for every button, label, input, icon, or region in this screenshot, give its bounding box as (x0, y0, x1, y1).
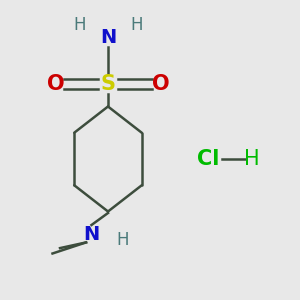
Text: N: N (83, 224, 100, 244)
Text: O: O (152, 74, 169, 94)
Text: N: N (100, 28, 116, 47)
Text: Cl: Cl (197, 149, 220, 169)
Text: H: H (244, 149, 260, 169)
Text: S: S (100, 74, 116, 94)
Text: H: H (117, 231, 129, 249)
Text: H: H (130, 16, 143, 34)
Text: H: H (73, 16, 86, 34)
Text: O: O (47, 74, 64, 94)
